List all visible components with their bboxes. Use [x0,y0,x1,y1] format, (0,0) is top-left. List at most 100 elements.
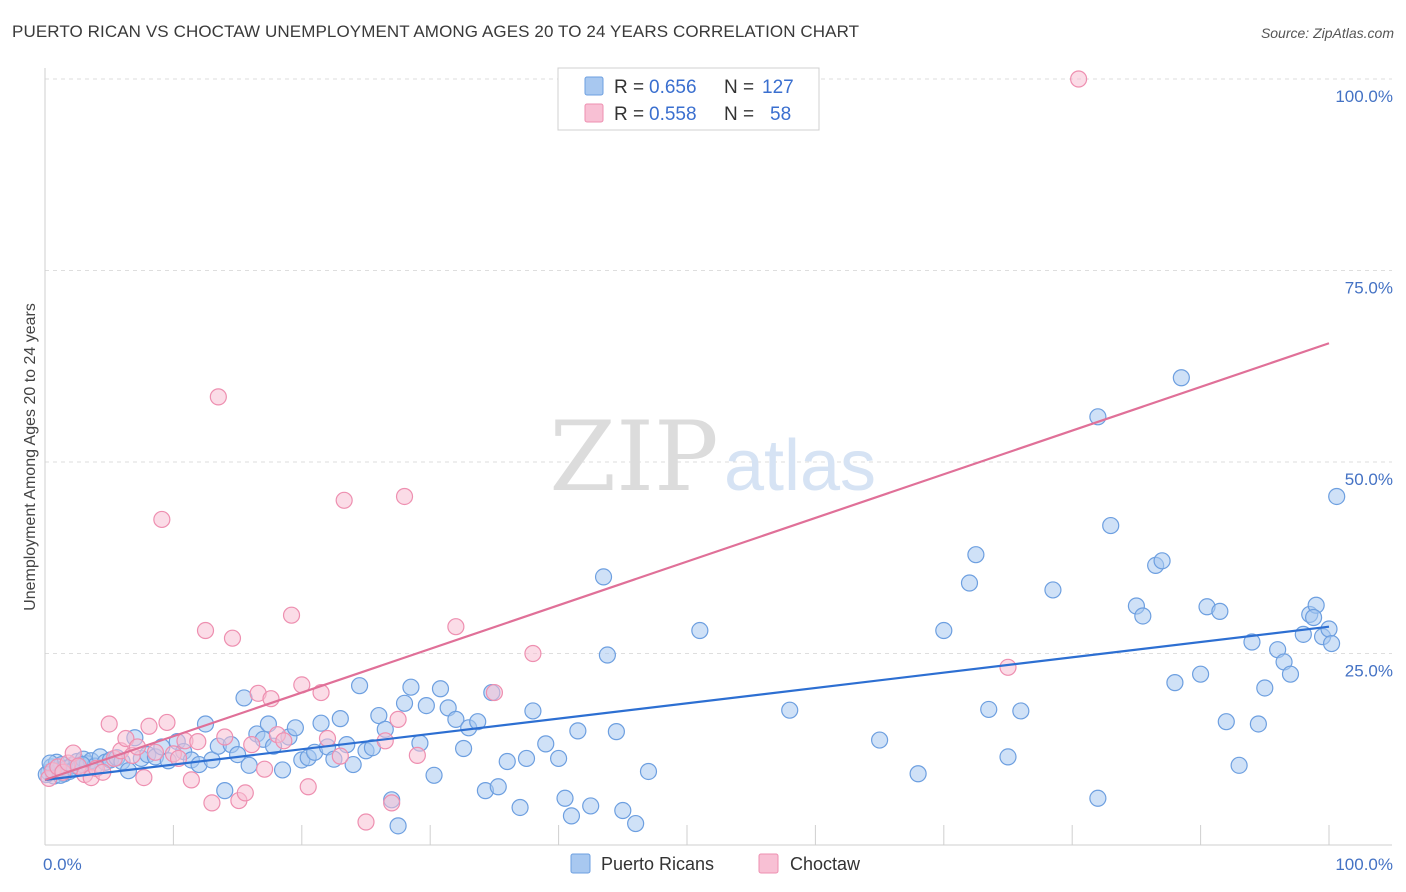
chart-title: PUERTO RICAN VS CHOCTAW UNEMPLOYMENT AMO… [12,22,860,41]
puerto-ricans-point [389,817,407,835]
puerto-ricans-point [312,714,330,732]
puerto-ricans-point [511,798,529,817]
y-tick-labels: 25.0% 50.0% 75.0% 100.0% [1335,87,1393,681]
puerto-ricans-point [909,765,927,783]
choctaw-point [236,784,254,802]
puerto-ricans-point [524,702,542,720]
legend-r-label-2: R = [614,104,644,125]
choctaw-point [318,729,337,748]
puerto-ricans-point [549,749,568,768]
watermark-zip: ZIP [549,401,718,513]
puerto-ricans-point [216,782,234,800]
choctaw-point [203,794,221,812]
legend-n-value-1: 127 [762,77,794,98]
puerto-ricans-point [489,778,507,796]
choctaw-point [182,771,200,789]
puerto-ricans-point [1243,633,1261,651]
puerto-ricans-point [1322,634,1341,653]
puerto-ricans-point [639,762,658,781]
puerto-ricans-point [469,713,487,731]
bottom-legend-swatch-choctaw [758,853,779,874]
legend-n-label-2: N = [724,104,754,125]
puerto-ricans-point [331,710,349,728]
puerto-ricans-point [517,749,536,768]
source-credit: Source: ZipAtlas.com [1260,25,1394,41]
puerto-ricans-point [999,748,1017,766]
legend-r-label-1: R = [614,77,644,98]
puerto-ricans-point [582,797,600,815]
puerto-ricans-point [1211,602,1229,620]
puerto-ricans-point [425,766,443,784]
y-tick-label-25: 25.0% [1345,662,1393,681]
puerto-ricans-point [1328,487,1346,506]
choctaw-trend-line [44,342,1330,781]
x-tick-label-min: 0.0% [43,855,82,874]
choctaw-point [243,736,261,754]
puerto-ricans-point [498,752,516,771]
bottom-legend-swatch-puerto-ricans [570,853,591,874]
puerto-ricans-point [569,722,587,740]
choctaw-point [1070,70,1088,88]
choctaw-point [389,710,407,728]
watermark-atlas: atlas [724,426,876,506]
choctaw-point [255,760,274,778]
bottom-legend: Puerto Ricans Choctaw [570,853,861,874]
puerto-ricans-point [556,789,574,807]
choctaw-point [383,794,401,812]
y-tick-label-100: 100.0% [1335,87,1393,106]
puerto-ricans-point [1012,702,1030,720]
puerto-ricans-point [196,715,215,733]
puerto-ricans-point [402,678,420,696]
puerto-ricans-point [960,574,979,592]
choctaw-point [395,487,414,506]
puerto-ricans-point [537,735,555,753]
puerto-ricans-point [417,696,435,715]
choctaw-point [100,715,118,733]
trend-lines [44,342,1330,781]
puerto-ricans-point [967,546,985,564]
puerto-ricans-point [431,680,450,698]
puerto-ricans-point [1102,516,1120,535]
puerto-ricans-point [594,568,613,586]
puerto-ricans-point [229,746,247,764]
legend-swatch-puerto-ricans [584,76,604,96]
puerto-ricans-point [562,807,581,825]
puerto-ricans-point [598,646,616,664]
y-tick-label-50: 50.0% [1345,470,1393,489]
puerto-ricans-point [607,723,625,741]
legend-n-value-2: 58 [770,104,791,125]
puerto-ricans-point [1044,581,1062,599]
legend-r-value-2: 0.558 [649,104,697,125]
puerto-ricans-point [344,755,362,774]
bottom-legend-label-puerto-ricans: Puerto Ricans [601,854,714,874]
puerto-ricans-point [1153,552,1171,570]
puerto-ricans-point [614,801,632,820]
puerto-ricans-point [454,739,473,758]
choctaw-point [275,732,293,750]
puerto-ricans-point [1230,756,1248,774]
puerto-ricans-point [1191,665,1210,683]
legend-r-value-1: 0.656 [649,77,697,98]
choctaw-point [158,713,176,732]
watermark: ZIP atlas [549,401,876,513]
choctaw-points [40,70,1088,831]
y-tick-label-75: 75.0% [1345,279,1393,298]
x-tick-label-max: 100.0% [1335,855,1393,874]
choctaw-point [282,606,301,624]
puerto-ricans-point [691,621,709,640]
puerto-ricans-point [395,694,414,712]
axes [44,68,1392,846]
puerto-ricans-point [870,731,889,749]
puerto-ricans-point [447,710,465,728]
puerto-ricans-point [1172,369,1190,387]
puerto-ricans-point [980,700,998,719]
puerto-ricans-point [1281,665,1300,683]
choctaw-point [331,747,349,765]
choctaw-point [153,510,171,529]
choctaw-point [216,728,234,746]
puerto-ricans-point [286,719,304,737]
puerto-ricans-point [350,677,369,695]
choctaw-point [140,717,158,735]
legend-box: R = 0.656 N = 127 R = 0.558 N = 58 [557,67,820,131]
